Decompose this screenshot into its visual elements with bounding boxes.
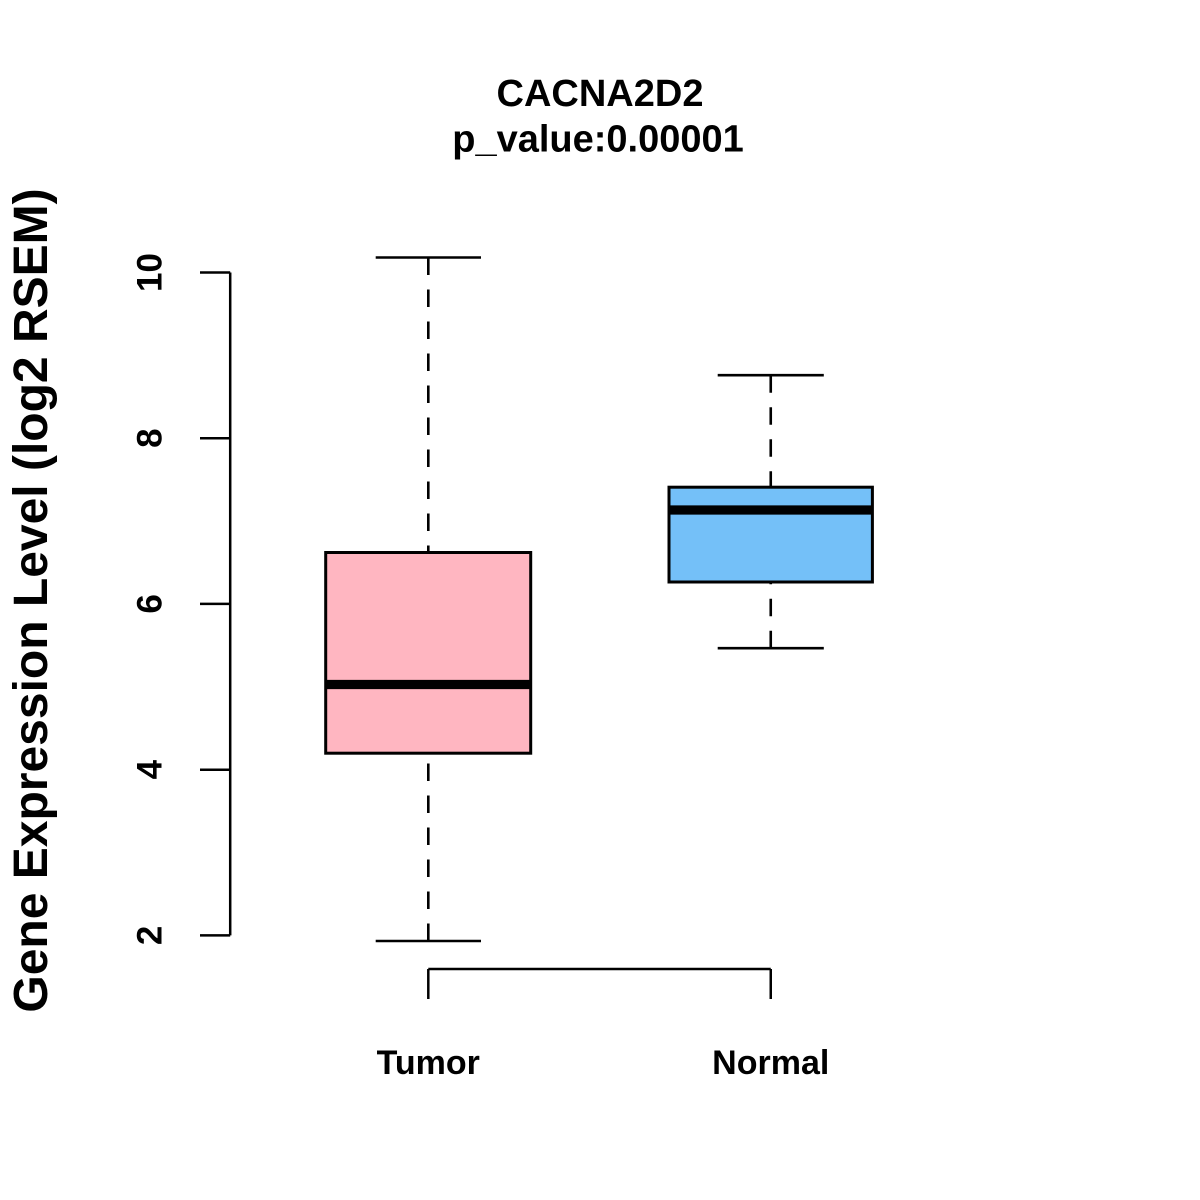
svg-text:Normal: Normal [712,1044,829,1082]
svg-text:10: 10 [131,253,170,292]
svg-text:8: 8 [131,428,170,447]
svg-text:p_value:0.00001: p_value:0.00001 [452,119,744,161]
svg-text:6: 6 [131,594,170,613]
svg-text:2: 2 [131,926,170,945]
svg-text:4: 4 [131,759,170,779]
svg-text:CACNA2D2: CACNA2D2 [497,73,704,115]
svg-text:Tumor: Tumor [377,1044,480,1082]
svg-text:Gene Expression Level (log2 RS: Gene Expression Level (log2 RSEM) [5,188,58,1012]
